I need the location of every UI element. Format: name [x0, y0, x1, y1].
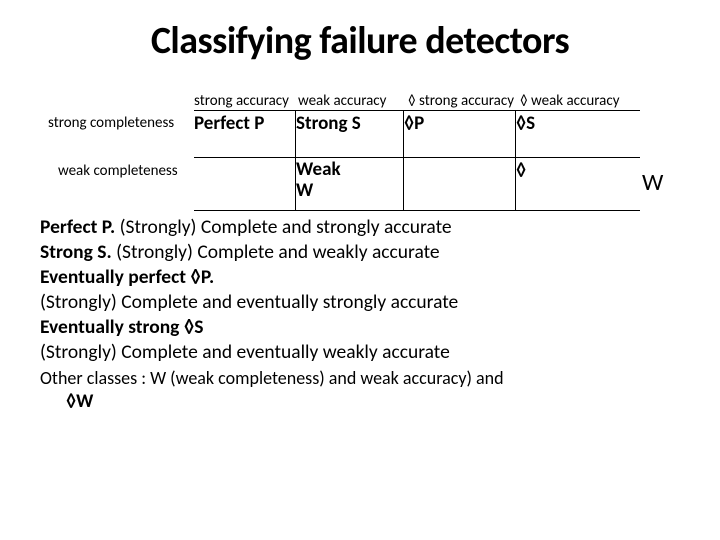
table-grid: Perfect P Strong S ◊P ◊S WeakW ◊	[194, 110, 640, 211]
cell-diamond-s: ◊S	[516, 111, 640, 157]
definitions-text: Perfect P. (Strongly) Complete and stron…	[40, 215, 680, 365]
cell-empty-1	[194, 158, 296, 210]
cell-diamond: ◊	[516, 158, 640, 210]
def-ev-perfect-body: (Strongly) Complete and eventually stron…	[40, 290, 680, 315]
cell-diamond-p: ◊P	[404, 111, 516, 157]
cell-perfect-p: Perfect P	[194, 111, 296, 157]
overflow-w-label: W	[642, 168, 663, 197]
table-row: WeakW ◊	[194, 157, 640, 211]
column-headers: strong accuracy weak accuracy ◊ strong a…	[194, 92, 680, 110]
cell-empty-2	[404, 158, 516, 210]
other-classes-line: Other classes : W (weak completeness) an…	[40, 367, 680, 390]
def-ev-strong-header: Eventually strong ◊S	[40, 315, 680, 340]
col-header-ev-weak-acc: ◊ weak accuracy	[520, 92, 620, 110]
col-header-strong-acc: strong accuracy	[194, 92, 298, 110]
def-ev-strong-body: (Strongly) Complete and eventually weakl…	[40, 340, 680, 365]
def-strong-s: Strong S. (Strongly) Complete and weakly…	[40, 240, 680, 265]
table-row: Perfect P Strong S ◊P ◊S	[194, 110, 640, 157]
col-header-weak-acc: weak accuracy	[298, 92, 408, 110]
cell-strong-s: Strong S	[296, 111, 404, 157]
classification-table: strong accuracy weak accuracy ◊ strong a…	[48, 92, 680, 211]
def-perfect-p: Perfect P. (Strongly) Complete and stron…	[40, 215, 680, 240]
page-title: Classifying failure detectors	[40, 18, 680, 64]
row-header-weak-comp: weak completeness	[58, 162, 178, 180]
row-header-strong-comp: strong completeness	[48, 114, 174, 132]
diamond-w-label: ◊W	[66, 390, 680, 413]
cell-weak-w: WeakW	[296, 158, 404, 210]
slide-root: Classifying failure detectors strong acc…	[0, 0, 720, 540]
col-header-ev-strong-acc: ◊ strong accuracy	[408, 92, 520, 110]
def-ev-perfect-header: Eventually perfect ◊P.	[40, 265, 680, 290]
